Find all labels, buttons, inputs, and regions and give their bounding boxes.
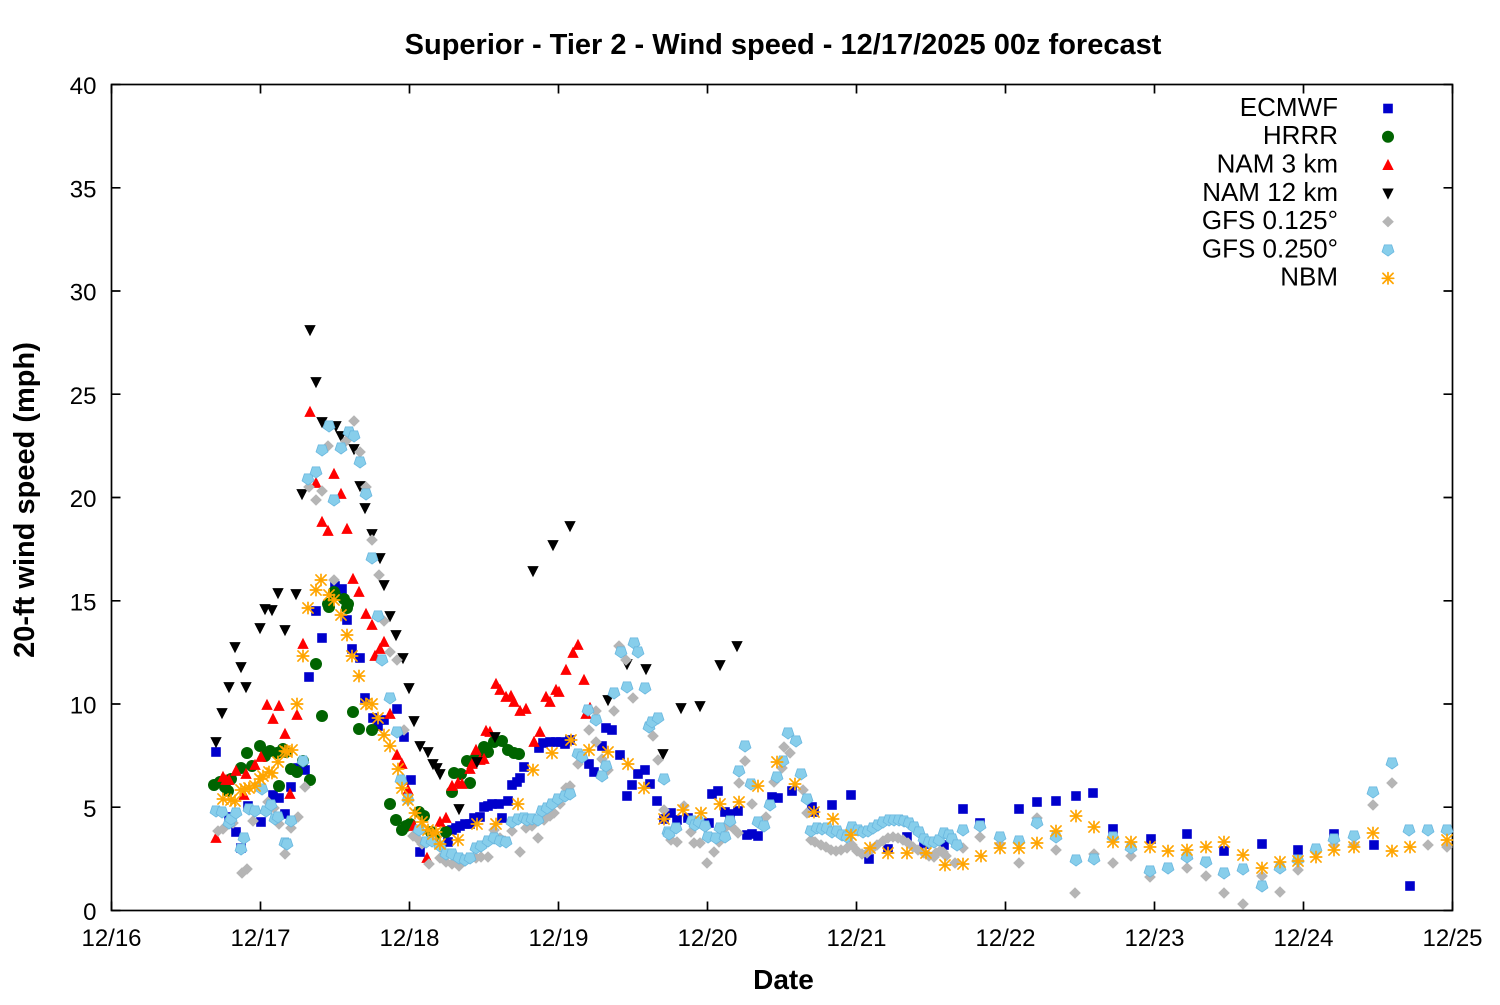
svg-text:12/23: 12/23 (1124, 925, 1184, 952)
svg-text:10: 10 (70, 693, 97, 720)
svg-text:12/17: 12/17 (230, 925, 290, 952)
svg-text:20: 20 (70, 486, 97, 513)
svg-text:12/16: 12/16 (81, 925, 141, 952)
svg-text:NAM 12 km: NAM 12 km (1202, 177, 1338, 207)
svg-text:Superior - Tier 2 - Wind speed: Superior - Tier 2 - Wind speed - 12/17/2… (405, 29, 1162, 61)
svg-text:0: 0 (83, 899, 96, 926)
svg-text:HRRR: HRRR (1263, 120, 1338, 150)
svg-text:NAM 3 km: NAM 3 km (1217, 149, 1338, 179)
svg-text:25: 25 (70, 383, 97, 410)
svg-text:40: 40 (70, 73, 97, 100)
svg-text:12/20: 12/20 (677, 925, 737, 952)
svg-text:12/21: 12/21 (826, 925, 886, 952)
svg-text:5: 5 (83, 796, 96, 823)
svg-text:35: 35 (70, 176, 97, 203)
svg-text:Date: Date (753, 964, 814, 995)
svg-text:30: 30 (70, 280, 97, 307)
svg-text:12/19: 12/19 (528, 925, 588, 952)
svg-text:12/18: 12/18 (379, 925, 439, 952)
svg-text:ECMWF: ECMWF (1240, 92, 1338, 122)
svg-text:NBM: NBM (1280, 262, 1338, 292)
svg-text:GFS 0.125°: GFS 0.125° (1202, 205, 1338, 235)
svg-text:20-ft wind speed (mph): 20-ft wind speed (mph) (9, 342, 41, 658)
svg-text:12/22: 12/22 (975, 925, 1035, 952)
svg-text:15: 15 (70, 589, 97, 616)
svg-text:GFS 0.250°: GFS 0.250° (1202, 233, 1338, 263)
svg-text:12/24: 12/24 (1273, 925, 1333, 952)
svg-text:12/25: 12/25 (1422, 925, 1482, 952)
